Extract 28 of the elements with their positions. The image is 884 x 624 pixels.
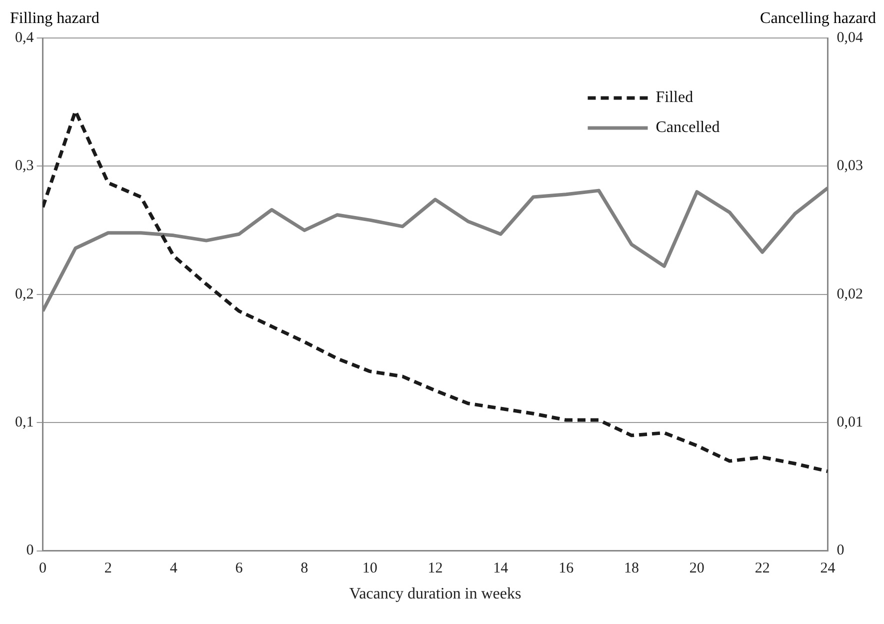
legend-label: Cancelled	[656, 119, 720, 136]
x-tick-label: 20	[689, 560, 704, 577]
y-tick-label: 0,3	[15, 158, 34, 174]
y-axis-title: Filling hazard	[10, 10, 100, 28]
x-tick-label: 14	[493, 560, 509, 577]
x-tick-label: 6	[235, 560, 244, 577]
y-tick-label: 0,4	[15, 30, 34, 46]
x-tick-label: 2	[104, 560, 112, 577]
x-axis-title: Vacancy duration in weeks	[349, 586, 522, 603]
y-tick-label: 0,2	[15, 286, 34, 302]
y-tick-label: 0	[26, 542, 34, 559]
y2-tick-label: 0,01	[836, 414, 863, 431]
y2-tick-label: 0,03	[836, 158, 863, 174]
x-tick-label: 4	[170, 560, 178, 577]
x-tick-label: 22	[754, 560, 770, 577]
x-tick-label: 24	[820, 560, 836, 577]
legend-label: Filled	[656, 89, 694, 106]
x-tick-label: 12	[428, 560, 443, 577]
y2-tick-label: 0,04	[836, 30, 864, 46]
x-tick-label: 18	[624, 560, 639, 577]
x-tick-label: 16	[558, 560, 574, 577]
y2-tick-label: 0,02	[836, 286, 863, 302]
y2-tick-label: 0	[836, 542, 844, 559]
y2-axis-title: Cancelling hazard	[760, 10, 876, 28]
x-tick-label: 8	[300, 560, 308, 577]
x-tick-label: 10	[362, 560, 378, 577]
x-tick-label: 0	[39, 560, 46, 577]
y-tick-label: 0,1	[15, 414, 34, 431]
